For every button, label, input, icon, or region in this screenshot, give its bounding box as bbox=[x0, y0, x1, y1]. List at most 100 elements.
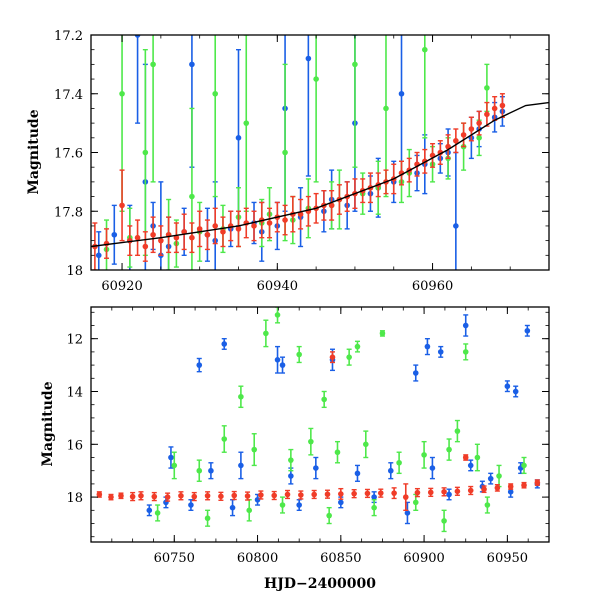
top-red-point bbox=[150, 231, 156, 238]
top-red-point bbox=[484, 111, 490, 118]
bottom-green-point bbox=[396, 459, 402, 466]
top-x-tick-label: 60960 bbox=[412, 279, 453, 294]
bottom-red-point bbox=[467, 487, 474, 494]
bottom-red-point bbox=[481, 486, 487, 492]
bottom-blue-point bbox=[146, 507, 153, 514]
bottom-blue-point bbox=[412, 370, 419, 376]
top-red-point bbox=[173, 234, 180, 241]
bottom-blue-point bbox=[462, 322, 469, 329]
bottom-red-point bbox=[118, 492, 124, 499]
bottom-green-point bbox=[354, 343, 361, 350]
top-red-point bbox=[266, 220, 273, 226]
top-red-point bbox=[282, 217, 288, 223]
top-red-point bbox=[491, 105, 498, 112]
bottom-red-point bbox=[96, 491, 103, 498]
bottom-red-point bbox=[129, 493, 136, 500]
bottom-blue-point bbox=[467, 462, 474, 469]
bottom-x-tick-label: 60900 bbox=[403, 551, 444, 566]
top-blue-point bbox=[189, 61, 195, 68]
bottom-frame bbox=[90, 306, 550, 543]
bottom-blue-point bbox=[487, 475, 494, 482]
bottom-green-point bbox=[171, 462, 178, 469]
bottom-blue-point bbox=[429, 465, 436, 471]
top-y-tick-label: 17.8 bbox=[54, 205, 83, 220]
top-red-point bbox=[453, 137, 459, 144]
bottom-blue-point bbox=[504, 383, 511, 390]
top-y-tick-label: 17.4 bbox=[54, 88, 83, 103]
bottom-green-point bbox=[412, 499, 419, 506]
top-axis-ticks: 60920 60940 60960 17.2 17.4 17.6 17.8 18 bbox=[54, 29, 550, 294]
bottom-green-point bbox=[154, 510, 161, 516]
top-red-point bbox=[220, 229, 226, 235]
top-green-point bbox=[484, 85, 490, 91]
top-red-point bbox=[142, 243, 149, 250]
bottom-green-point bbox=[371, 504, 377, 511]
top-red-point bbox=[235, 226, 242, 232]
top-y-axis-label: Magnitude bbox=[26, 109, 42, 194]
bottom-y-tick-label: 12 bbox=[66, 333, 83, 348]
bottom-red-point bbox=[218, 493, 224, 500]
bottom-blue-point bbox=[238, 462, 244, 469]
bottom-blue-point bbox=[313, 465, 319, 471]
top-green-point bbox=[212, 90, 219, 97]
bottom-y-axis-label: Magnitude bbox=[40, 381, 56, 466]
bottom-red-point bbox=[521, 482, 527, 489]
bottom-green-point bbox=[204, 515, 211, 522]
bottom-blue-point bbox=[507, 489, 514, 495]
bottom-green-point bbox=[454, 428, 461, 434]
top-green-point bbox=[383, 105, 389, 112]
bottom-red-point bbox=[364, 490, 371, 497]
bottom-red-point bbox=[377, 490, 384, 496]
bottom-blue-point bbox=[288, 473, 294, 479]
bottom-red-point bbox=[507, 483, 514, 490]
top-green-point bbox=[282, 149, 288, 156]
bottom-red-point bbox=[298, 492, 304, 498]
bottom-red-point bbox=[151, 493, 158, 500]
bottom-green-point bbox=[274, 312, 281, 318]
bottom-blue-point bbox=[196, 362, 203, 368]
bottom-red-point bbox=[391, 490, 397, 496]
bottom-blue-point bbox=[208, 467, 214, 474]
top-green-point bbox=[421, 46, 428, 53]
top-blue-point bbox=[398, 90, 405, 97]
bottom-blue-point bbox=[254, 496, 261, 503]
bottom-blue-point bbox=[404, 510, 411, 516]
top-green-point bbox=[243, 120, 250, 126]
bottom-red-point bbox=[329, 354, 336, 360]
bottom-blue-point bbox=[221, 341, 228, 347]
bottom-x-tick-label: 60750 bbox=[154, 551, 195, 566]
top-red-point bbox=[189, 234, 195, 241]
bottom-red-point bbox=[338, 491, 344, 497]
bottom-green-point bbox=[334, 449, 341, 456]
top-red-point bbox=[476, 120, 482, 126]
bottom-red-point bbox=[441, 489, 447, 495]
bottom-blue-point bbox=[188, 502, 194, 508]
bottom-blue-point bbox=[524, 327, 531, 334]
bottom-green-point bbox=[346, 354, 352, 360]
bottom-red-point bbox=[311, 491, 317, 498]
top-red-point bbox=[251, 223, 257, 229]
bottom-red-point bbox=[164, 494, 171, 500]
bottom-green-point bbox=[379, 330, 386, 337]
top-red-point bbox=[158, 237, 164, 244]
top-y-tick-label: 18 bbox=[66, 264, 83, 279]
bottom-green-point bbox=[462, 349, 469, 355]
bottom-green-point bbox=[196, 467, 203, 474]
bottom-red-point bbox=[462, 454, 469, 461]
bottom-green-point bbox=[251, 446, 258, 453]
bottom-green-point bbox=[279, 502, 286, 508]
bottom-red-point bbox=[284, 491, 291, 498]
top-frame bbox=[90, 34, 550, 271]
top-green-point bbox=[150, 61, 156, 68]
bottom-blue-point bbox=[229, 504, 236, 511]
bottom-green-point bbox=[363, 441, 369, 448]
bottom-blue-point bbox=[512, 388, 519, 395]
top-blue-point bbox=[95, 252, 102, 259]
bottom-red-point bbox=[271, 492, 278, 499]
bottom-panel: 60750 60800 60850 60900 60950 12 14 16 18 Magnit… bbox=[40, 306, 550, 592]
bottom-red-point bbox=[351, 490, 357, 497]
bottom-blue-point bbox=[371, 494, 377, 500]
top-red-point bbox=[499, 102, 506, 109]
bottom-red-point bbox=[108, 494, 114, 500]
bottom-green-point bbox=[441, 518, 447, 524]
